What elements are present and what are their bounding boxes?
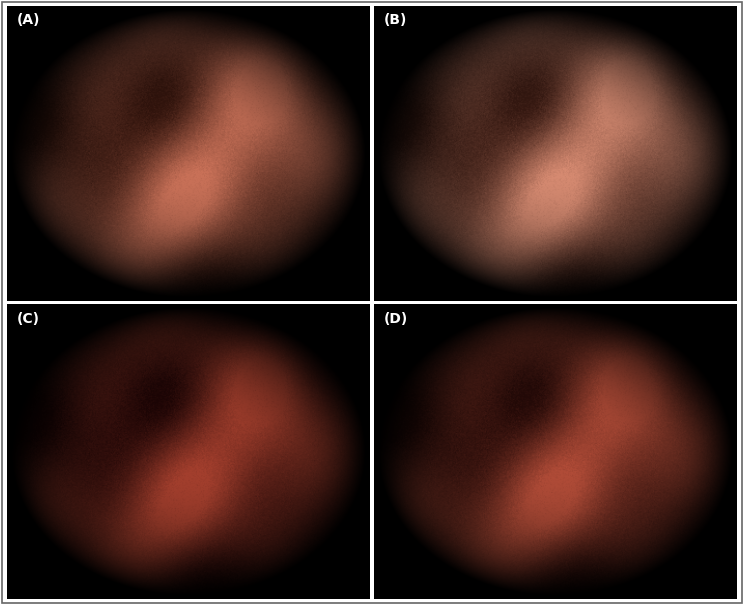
Text: (B): (B)	[383, 13, 407, 27]
Bar	[737, 0, 744, 605]
Bar	[0, 0, 7, 605]
Bar	[370, 6, 374, 599]
Text: (C): (C)	[16, 312, 39, 325]
Bar	[0, 599, 744, 605]
Text: (D): (D)	[383, 312, 408, 325]
Bar	[0, 0, 744, 6]
Text: (A): (A)	[16, 13, 40, 27]
Bar	[7, 301, 737, 304]
